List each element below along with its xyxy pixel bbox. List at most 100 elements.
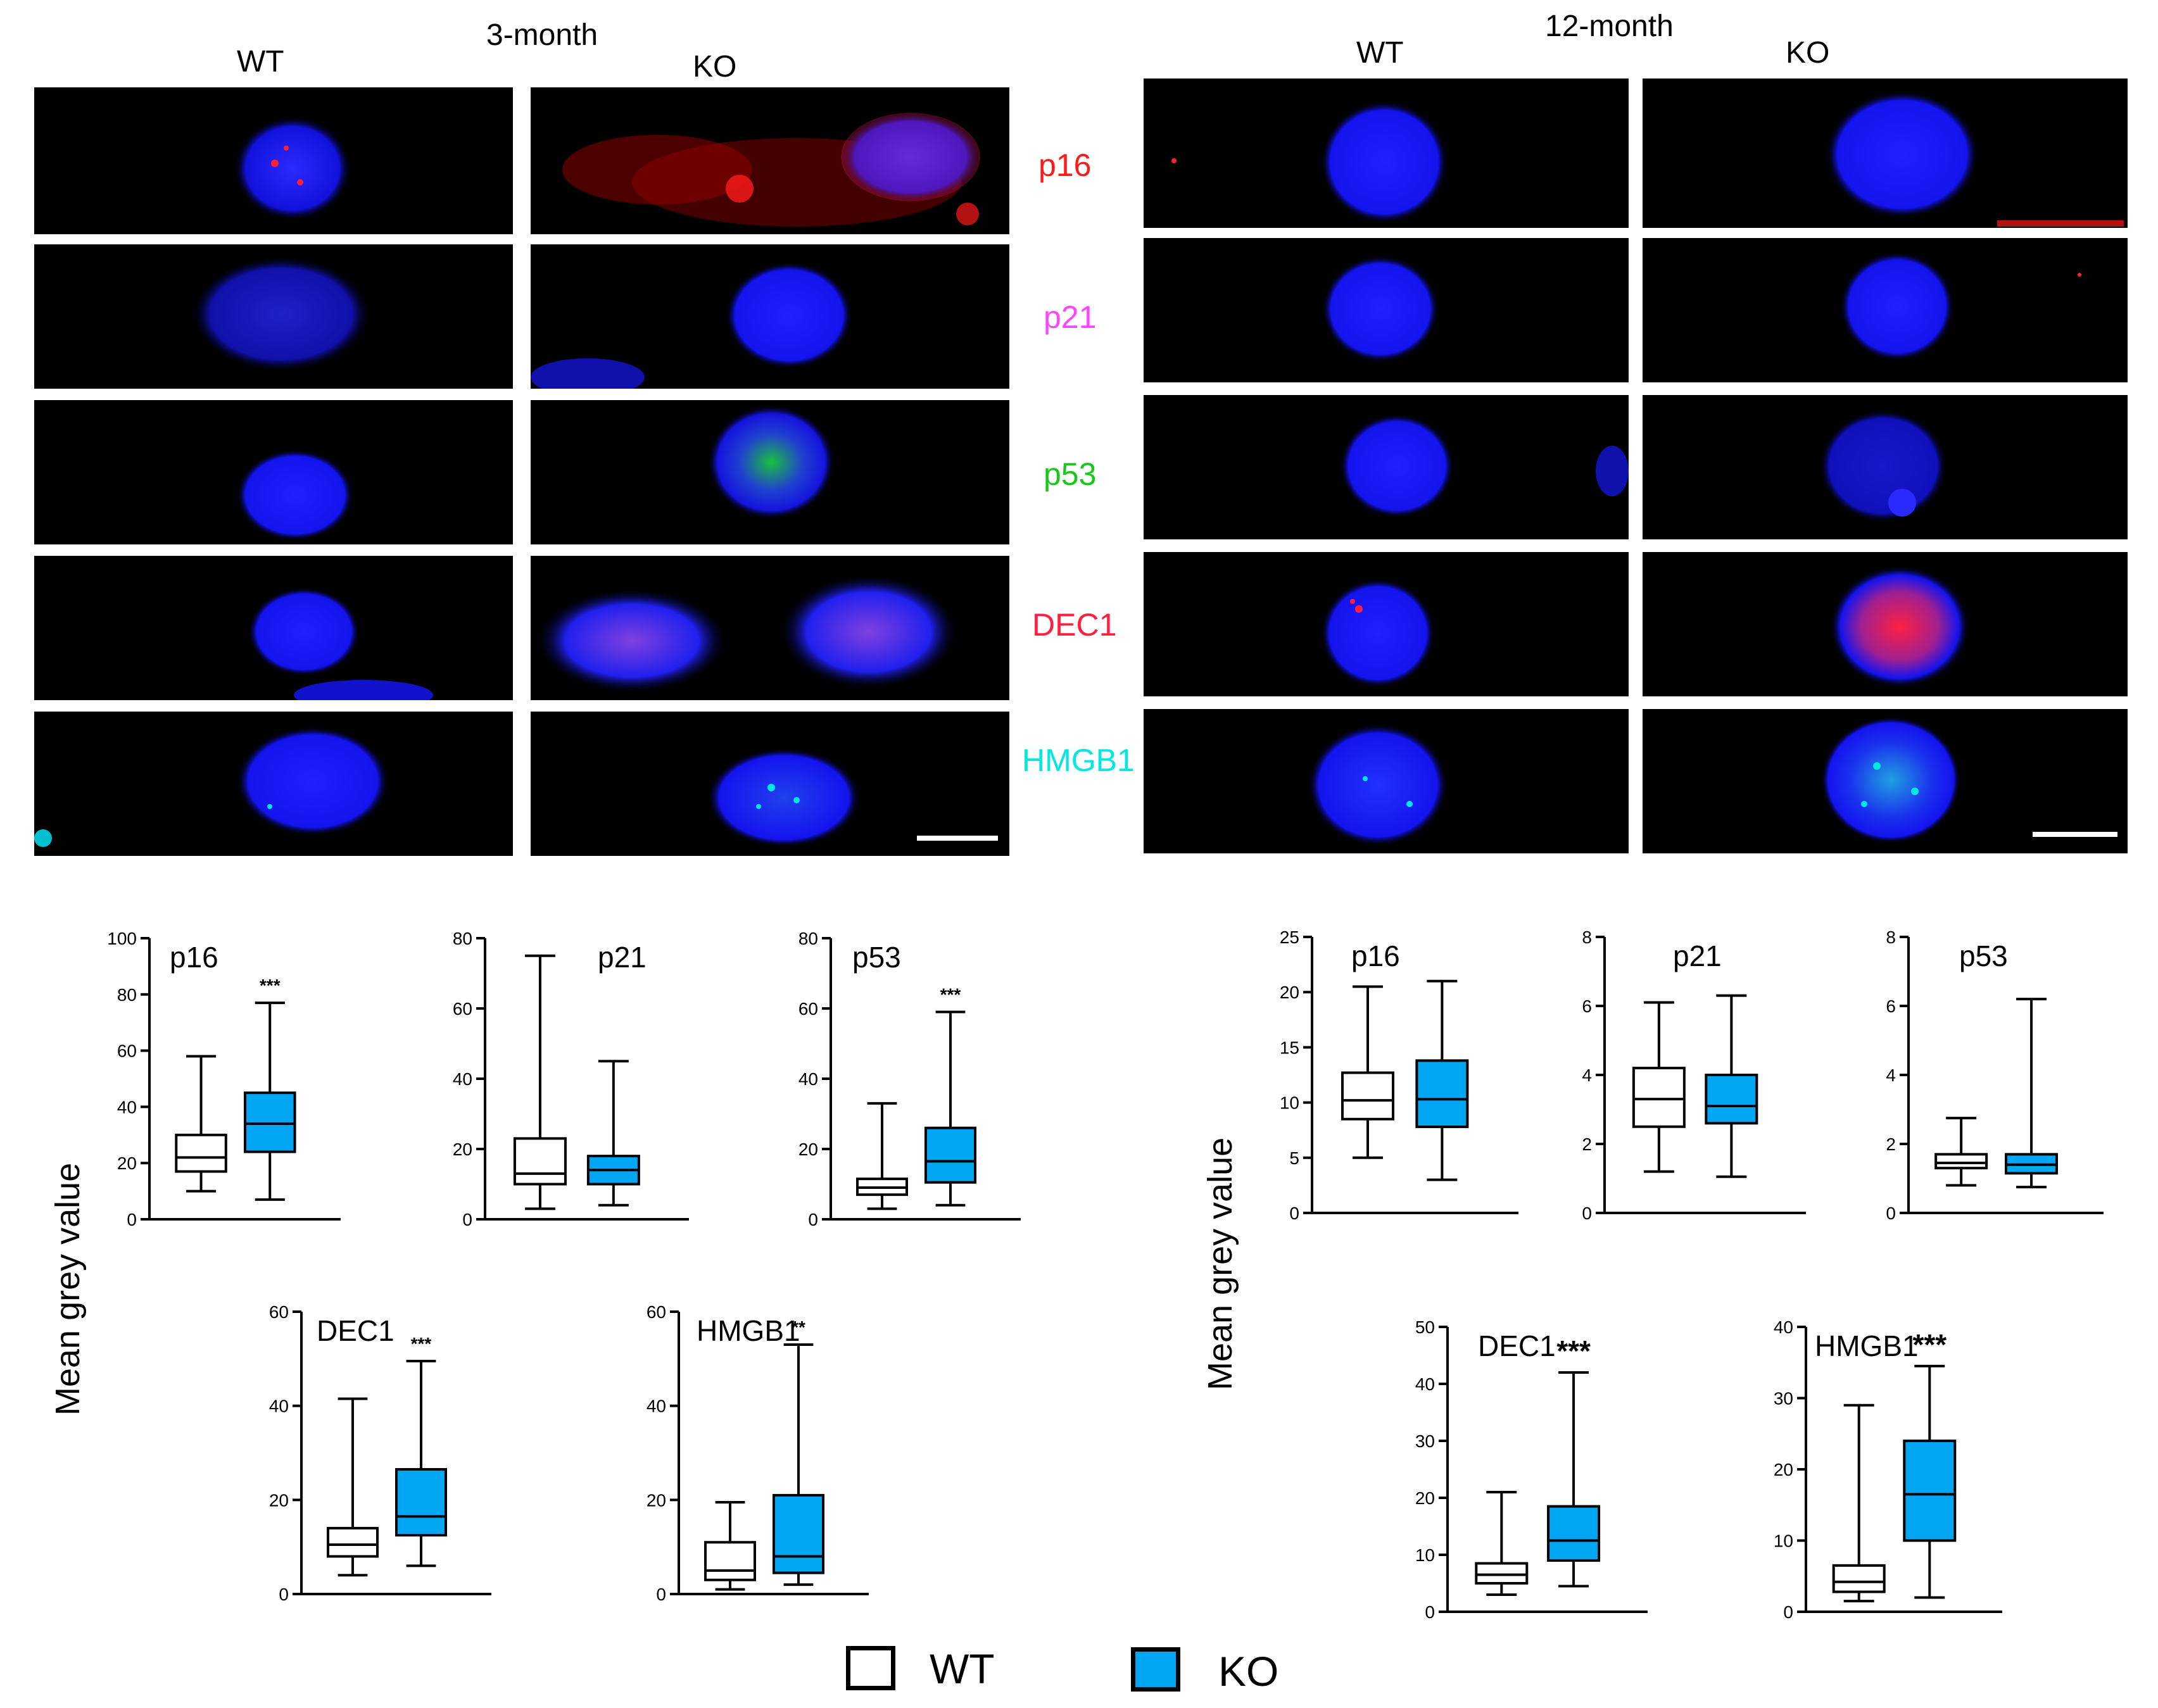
y-tick-label-12m-dec1: 40	[1415, 1374, 1435, 1394]
y-tick-label-3m-p16: 80	[117, 985, 137, 1005]
chart-title-12m-p21: p21	[1673, 939, 1722, 972]
micrograph-3m-ko-p53	[531, 400, 1009, 544]
micrograph-3m-wt-p21	[34, 244, 513, 389]
y-tick-label-3m-hmgb1: 60	[647, 1302, 666, 1322]
panel-12m-title: 12-month	[1545, 9, 1674, 43]
y-tick-label-3m-dec1: 0	[279, 1585, 289, 1604]
y-axis-label-12m: Mean grey value	[1201, 1137, 1239, 1390]
chart-title-3m-p21: p21	[598, 941, 647, 974]
box-12m-hmgb1-wt	[1832, 1564, 1886, 1593]
legend-wt-label: WT	[930, 1645, 995, 1692]
y-tick-label-12m-hmgb1: 20	[1774, 1460, 1793, 1479]
marker-label-p16: p16	[1038, 148, 1092, 183]
legend-ko-label: KO	[1218, 1648, 1279, 1695]
y-tick-label-3m-p16: 60	[117, 1041, 137, 1061]
y-tick-label-12m-p21: 4	[1582, 1065, 1592, 1085]
significance-12m-hmgb1: ***	[1912, 1328, 1947, 1361]
micrograph-12m-ko-p16	[1643, 78, 2128, 228]
significance-3m-hmgb1: **	[792, 1317, 805, 1337]
micrograph-12m-ko-dec1	[1643, 552, 2128, 696]
y-tick-label-12m-p16: 25	[1280, 927, 1299, 947]
micrograph-3m-ko-p16	[531, 87, 1009, 234]
y-tick-label-12m-dec1: 10	[1415, 1545, 1435, 1565]
chart-title-3m-p53: p53	[852, 941, 901, 974]
y-tick-label-3m-dec1: 40	[269, 1397, 289, 1416]
micrograph-3m-wt-p53	[34, 400, 513, 544]
y-tick-label-3m-p53: 60	[798, 999, 818, 1019]
legend-wt-swatch	[846, 1646, 895, 1690]
y-tick-label-3m-p21: 20	[453, 1140, 472, 1159]
significance-3m-p16: ***	[260, 976, 281, 995]
y-tick-label-3m-dec1: 20	[269, 1490, 289, 1510]
y-tick-label-12m-p21: 6	[1582, 996, 1592, 1016]
box-12m-p53-wt	[1934, 1153, 1988, 1170]
marker-label-p53: p53	[1044, 456, 1097, 492]
y-tick-label-12m-hmgb1: 0	[1783, 1602, 1793, 1622]
micrograph-12m-ko-p53	[1643, 395, 2128, 539]
micrograph-12m-wt-hmgb1	[1144, 709, 1629, 853]
y-tick-label-12m-hmgb1: 40	[1774, 1317, 1793, 1337]
y-tick-label-12m-p53: 6	[1886, 996, 1896, 1016]
box-12m-dec1-wt	[1475, 1562, 1529, 1585]
y-tick-label-3m-p21: 60	[453, 999, 472, 1019]
panel-12m-wt-label: WT	[1356, 36, 1404, 70]
box-12m-p21-wt	[1632, 1067, 1686, 1128]
y-tick-label-12m-dec1: 20	[1415, 1488, 1435, 1508]
chart-title-12m-p16: p16	[1351, 939, 1400, 972]
y-tick-label-3m-p53: 80	[798, 929, 818, 948]
y-tick-label-12m-dec1: 0	[1425, 1602, 1435, 1622]
box-3m-p16-wt	[175, 1133, 227, 1173]
y-tick-label-3m-hmgb1: 0	[656, 1585, 666, 1604]
y-tick-label-3m-hmgb1: 20	[647, 1490, 666, 1510]
y-tick-label-12m-hmgb1: 10	[1774, 1531, 1793, 1551]
y-tick-label-12m-p53: 2	[1886, 1134, 1896, 1154]
y-tick-label-3m-p16: 100	[107, 929, 137, 948]
chart-title-12m-dec1: DEC1	[1478, 1329, 1556, 1362]
y-tick-label-3m-p53: 20	[798, 1140, 818, 1159]
micrograph-3m-wt-dec1	[34, 556, 513, 700]
marker-label-hmgb1: HMGB1	[1022, 743, 1135, 778]
micrograph-3m-wt-hmgb1	[34, 712, 513, 856]
y-tick-label-3m-p16: 0	[127, 1210, 137, 1229]
panel-3m-ko-label: KO	[693, 50, 737, 84]
y-tick-label-3m-p53: 40	[798, 1069, 818, 1089]
chart-title-3m-hmgb1: HMGB1	[697, 1314, 800, 1347]
box-12m-p16-wt	[1341, 1071, 1395, 1121]
y-tick-label-12m-p21: 8	[1582, 927, 1592, 947]
micrograph-3m-ko-p21	[531, 244, 1009, 389]
y-tick-label-12m-p16: 5	[1289, 1148, 1299, 1168]
significance-3m-dec1: ***	[411, 1334, 432, 1353]
y-tick-label-3m-p21: 80	[453, 929, 472, 948]
micrograph-12m-wt-p16	[1144, 78, 1629, 228]
y-axis-label-3m: Mean grey value	[49, 1162, 87, 1416]
box-3m-dec1-wt	[327, 1526, 379, 1558]
y-tick-label-3m-p21: 40	[453, 1069, 472, 1089]
y-tick-label-12m-dec1: 30	[1415, 1431, 1435, 1451]
y-tick-label-12m-dec1: 50	[1415, 1317, 1435, 1337]
box-3m-hmgb1-wt	[704, 1541, 756, 1581]
chart-title-3m-p16: p16	[170, 941, 218, 974]
y-tick-label-3m-p21: 0	[462, 1210, 472, 1229]
box-3m-dec1-ko	[395, 1468, 447, 1537]
y-tick-label-12m-p53: 8	[1886, 927, 1896, 947]
micrograph-12m-ko-hmgb1	[1643, 709, 2128, 853]
micrograph-3m-ko-hmgb1	[531, 712, 1009, 856]
legend-ko-swatch	[1131, 1647, 1180, 1692]
y-tick-label-12m-p16: 0	[1289, 1203, 1299, 1223]
y-tick-label-12m-p53: 4	[1886, 1065, 1896, 1085]
chart-title-12m-p53: p53	[1959, 939, 2008, 972]
panel-3m-wt-label: WT	[237, 45, 284, 78]
micrograph-3m-ko-dec1	[531, 556, 1009, 700]
y-tick-label-12m-p21: 2	[1582, 1134, 1592, 1154]
micrograph-12m-ko-p21	[1643, 238, 2128, 382]
significance-12m-dec1: ***	[1556, 1334, 1591, 1367]
panel-3m-title: 3-month	[486, 18, 598, 52]
micrograph-3m-wt-p16	[34, 87, 513, 234]
micrograph-12m-wt-p53	[1144, 395, 1629, 539]
y-tick-label-3m-hmgb1: 40	[647, 1397, 666, 1416]
y-tick-label-3m-p53: 0	[808, 1210, 818, 1229]
marker-label-dec1: DEC1	[1032, 607, 1117, 643]
y-tick-label-12m-p21: 0	[1582, 1203, 1592, 1223]
micrograph-12m-wt-p21	[1144, 238, 1629, 382]
